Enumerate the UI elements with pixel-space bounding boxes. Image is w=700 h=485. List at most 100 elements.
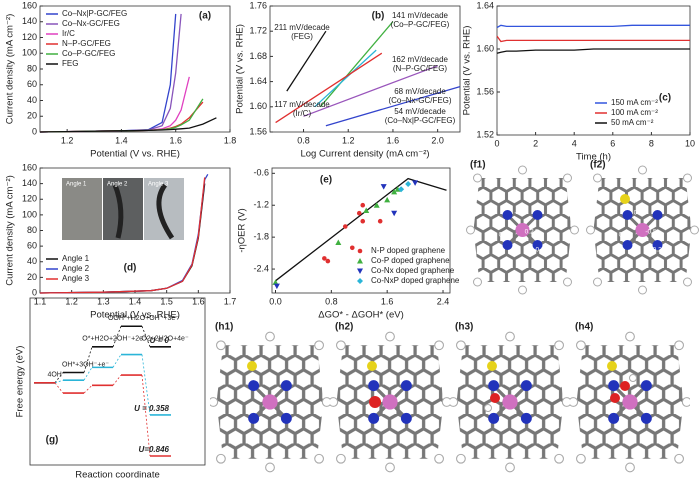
point	[322, 256, 327, 261]
structure-label: (h1)	[215, 322, 233, 333]
y-tick-label: 60	[27, 241, 37, 251]
point	[342, 224, 348, 229]
y-tick-label: 0	[32, 126, 37, 136]
series-line	[303, 65, 438, 117]
x-tick-label: 1.6	[192, 296, 205, 306]
x-tick-label: 1.3	[97, 296, 110, 306]
y-tick-label: 1.56	[249, 126, 267, 136]
legend-label: 150 mA cm⁻²	[611, 98, 658, 107]
atomic-charge: 0.51	[499, 232, 512, 239]
photo-label: Angle 3	[148, 182, 169, 188]
point	[391, 210, 398, 217]
y-axis-label: Free energy (eV)	[15, 346, 26, 418]
series-line	[496, 35, 690, 43]
y-tick-label: 80	[27, 63, 37, 73]
legend-label: FEG	[62, 59, 78, 68]
level-label: U = 0.358	[134, 404, 169, 413]
y-axis-label: Current density (mA cm⁻²)	[5, 175, 16, 286]
legend-label: Co-P doped graphene	[371, 256, 450, 265]
structure-f1	[465, 164, 580, 296]
y-tick-label: 140	[22, 178, 37, 188]
state-label: O*+H2O+2OH⁻+2e⁻	[82, 336, 147, 343]
slope-annotation: (N–P-GC/FEG)	[393, 64, 448, 73]
photo-label: Angle 2	[107, 182, 128, 188]
level-connector	[112, 354, 122, 368]
atomic-charge: -0.5	[514, 210, 526, 217]
y-tick-label: 40	[27, 95, 37, 105]
y-tick-label: 1.76	[249, 0, 267, 10]
panel: (g) Reaction coordinate Free energy (eV) U …	[15, 297, 206, 481]
level-connector	[83, 385, 93, 394]
level-connector	[83, 367, 93, 381]
point	[357, 278, 363, 284]
panel-label: (a)	[199, 11, 211, 22]
y-tick-label: 80	[27, 225, 37, 235]
slope-annotation: (FEG)	[291, 32, 313, 41]
y-tick-label: 20	[27, 111, 37, 121]
y-tick-label: 120	[22, 32, 37, 42]
point	[373, 202, 380, 208]
photo-inset: Angle 1 Angle 2 Angle 3	[62, 178, 184, 240]
x-tick-label: 0	[494, 138, 499, 148]
atomic-charge: 0.24	[525, 229, 538, 236]
y-tick-label: -0.6	[253, 168, 269, 178]
x-tick-label: 1.6	[169, 135, 182, 145]
panel: (a) Potential (V vs. RHE) Current density …	[5, 0, 237, 159]
series-line	[319, 21, 394, 108]
slope-annotation: 141 mV/decade	[392, 11, 449, 20]
panel-label: (e)	[320, 175, 332, 186]
photo	[62, 178, 102, 240]
x-axis-label: ΔGO* - ΔGOH* (eV)	[318, 310, 404, 321]
x-tick-label: 4	[572, 138, 577, 148]
point	[272, 279, 279, 285]
slope-annotation: (Ir/C)	[293, 109, 312, 118]
series-line	[275, 52, 383, 124]
series-line	[39, 13, 177, 133]
point	[380, 184, 387, 190]
point	[335, 239, 342, 245]
slope-annotation: (Co–P-GC/FEG)	[391, 20, 450, 29]
x-tick-label: 1.2	[342, 135, 355, 145]
legend-label: 100 mA cm⁻²	[611, 108, 658, 117]
panel-label: (c)	[659, 93, 671, 104]
point	[349, 245, 355, 251]
slope-annotation: (Co–Nx|P-GC/FEG)	[385, 116, 456, 125]
level-label: U=0.846	[139, 445, 170, 454]
legend-label: Co-Nx doped graphene	[371, 266, 455, 275]
x-tick-label: 8	[649, 138, 654, 148]
panel-label: (g)	[46, 435, 59, 446]
series-line	[314, 49, 377, 108]
x-tick-label: 2.4	[437, 296, 450, 306]
point	[273, 283, 280, 290]
y-tick-label: -1.2	[253, 200, 269, 210]
plot-frame	[271, 167, 451, 294]
x-axis-label: Log Current density (mA cm⁻²)	[300, 149, 429, 160]
y-tick-label: 100	[22, 209, 37, 219]
photo-label: Angle 1	[66, 182, 87, 188]
legend-label: N-P doped graphene	[371, 246, 446, 255]
legend-label: Ir/C	[62, 29, 75, 38]
x-tick-label: 6	[610, 138, 615, 148]
legend-label: Angle 3	[62, 274, 90, 283]
y-tick-label: 160	[22, 162, 37, 172]
y-tick-label: 40	[27, 256, 37, 266]
oxygen-atoms	[369, 381, 630, 408]
structure-h4	[570, 330, 690, 474]
slope-annotation: 117 mV/decade	[274, 100, 330, 109]
y-tick-label: 0	[32, 287, 37, 297]
point	[357, 258, 363, 264]
y-tick-label: 120	[22, 194, 37, 204]
x-axis-label: Potential (V vs. RHE)	[90, 149, 180, 160]
plot-frame	[496, 5, 691, 136]
x-tick-label: 1.2	[65, 296, 78, 306]
x-tick-label: 0.8	[297, 135, 310, 145]
panel-label: (d)	[124, 263, 137, 274]
slope-annotation: 211 mV/decade	[274, 23, 330, 32]
structure-label: (f1)	[470, 160, 486, 171]
y-tick-label: 1.60	[249, 101, 267, 111]
y-axis-label: Potential (V vs. RHE)	[462, 26, 473, 116]
x-tick-label: 1.6	[381, 296, 394, 306]
x-tick-label: 2.0	[431, 135, 444, 145]
y-tick-label: 100	[22, 48, 37, 58]
